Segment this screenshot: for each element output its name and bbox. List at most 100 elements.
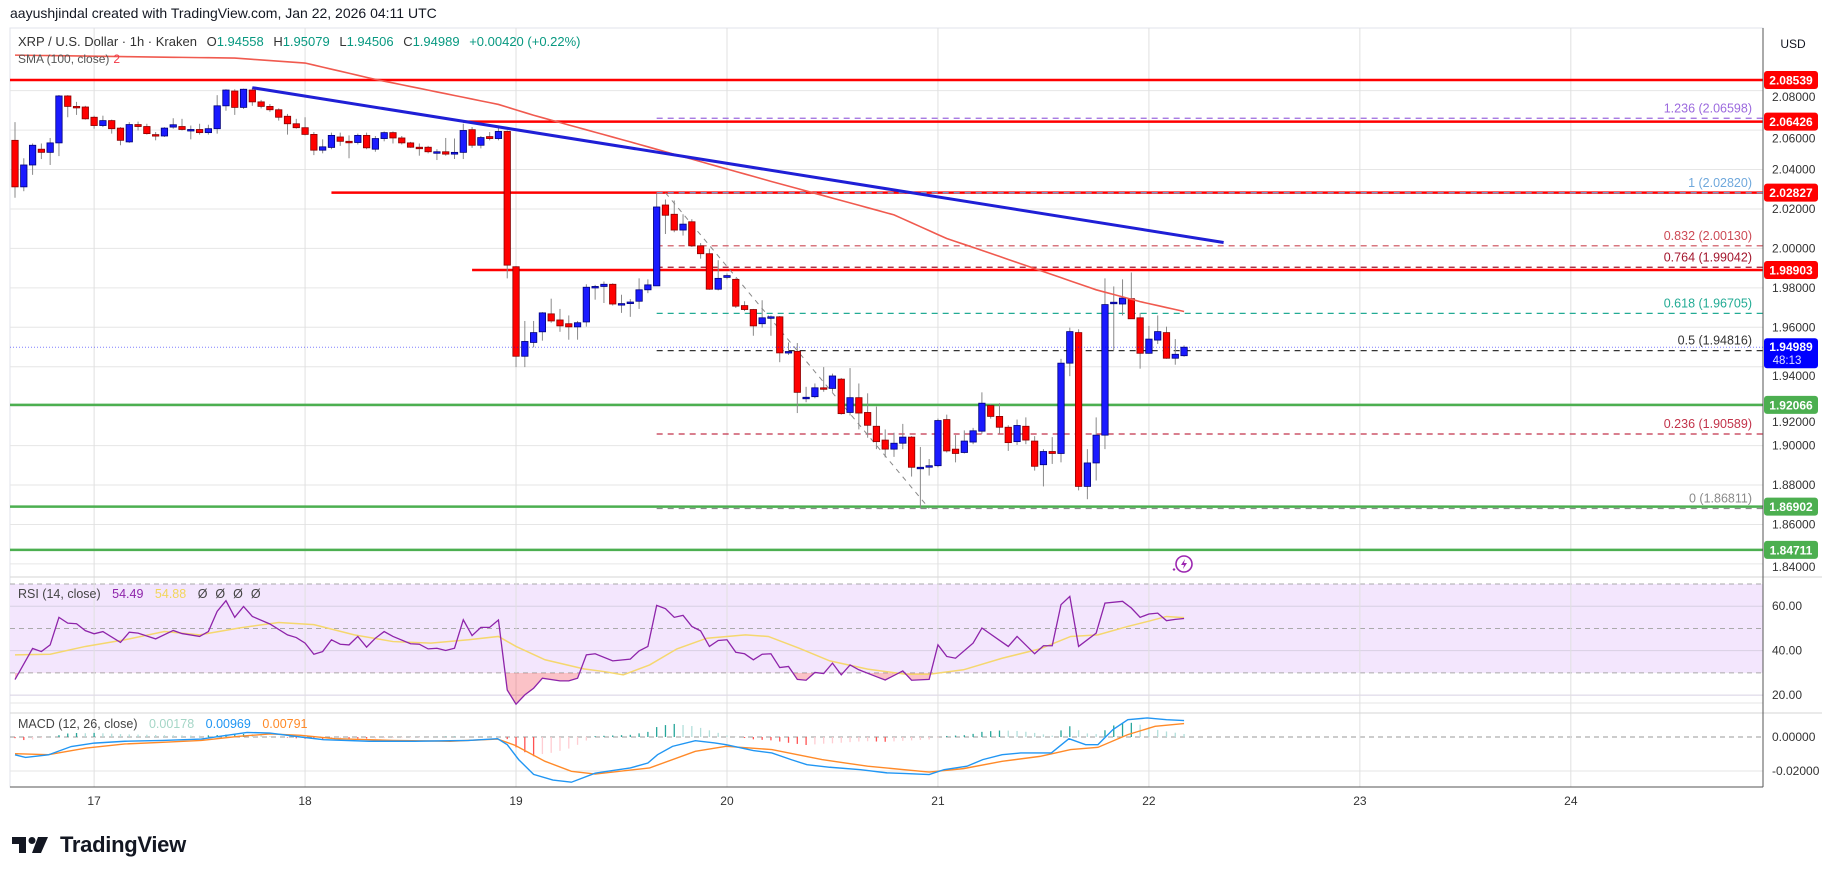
candle-body-down [468,129,476,146]
candle [362,132,371,150]
tradingview-logo[interactable]: TradingView [12,832,186,858]
price-axis-label: 1.86000 [1772,517,1816,531]
rsi-line[interactable] [14,595,1185,706]
change-value: +0.00420 (+0.22%) [469,34,581,49]
price-axis-label: 2.00000 [1772,241,1816,255]
candle [600,281,608,304]
trend-line[interactable] [252,86,1224,244]
candle-body-down [248,89,256,103]
price-tags: 2.08539 2.06426 2.02827 1.98903 1.92066 1.869… [10,71,1818,559]
rsi-ma-line[interactable] [14,615,1185,676]
candle-body-down [512,266,520,357]
price-tag [1764,71,1818,89]
sma-100-line[interactable] [14,54,1185,313]
candle-body-down [406,142,415,148]
candle-body-up [187,129,195,132]
candle-body-up [767,316,775,319]
candle [371,135,379,152]
candle-body-down [178,126,186,130]
low-value: 1.94506 [346,34,394,49]
candle-body-down [37,148,45,153]
candle-body-up [653,206,661,287]
candle [55,94,63,157]
candle-body-up [679,223,687,231]
candle [1057,358,1065,463]
candle-body-up [899,436,907,444]
candle [292,118,300,129]
candle [1031,436,1039,471]
sma-legend[interactable]: SMA (100, close) 2 [18,52,121,66]
macd-signal-value: 0.00791 [262,717,308,731]
candle-body-down [1031,440,1039,467]
candle [1048,437,1056,464]
candle [846,368,854,416]
candle-body-up [28,144,37,166]
macd-line[interactable] [14,717,1185,783]
candle [160,127,169,137]
macd-signal-line[interactable] [14,722,1185,775]
currency-button[interactable]: USD [1768,32,1818,56]
rsi-pane [14,595,1185,706]
candle-body-down [486,136,494,139]
candle [855,383,863,430]
candle-body-down [11,139,19,188]
candle [231,89,239,115]
price-tag-label: 1.98903 [1769,264,1813,278]
ai-assistant-icon[interactable] [1172,555,1193,573]
candle [530,320,538,348]
macd-legend[interactable]: MACD (12, 26, close) 0.00178 0.00969 0.0… [18,717,308,731]
candle [99,115,107,128]
candle [380,131,388,142]
candle [521,320,529,368]
candle [1162,326,1171,359]
candle-body-down [556,319,564,327]
candle [802,386,810,403]
candle [1101,278,1109,450]
candle [864,393,872,438]
candle-body-up [433,151,441,154]
candle [319,139,327,154]
candle [64,95,72,118]
price-tag-label: 1.84711 [1770,543,1813,557]
fib-level-label: 0 (1.86811) [1689,491,1752,505]
time-axis-label: 18 [298,794,312,808]
candle [960,430,968,454]
candle-body-up [635,289,643,302]
candle-body-up [1101,304,1109,436]
price-tag-label: 1.86902 [1769,500,1813,514]
candle-body-up [494,131,503,139]
time-axis-label: 19 [509,794,523,808]
candle-body-up [222,89,230,107]
candle [828,373,837,392]
overlays [14,54,1224,313]
candle-body-up [758,317,766,325]
candle [275,108,283,121]
candle-body-down [1074,332,1083,487]
candle [776,316,784,363]
candle-body-up [1057,362,1065,454]
candle-body-up [934,420,942,467]
symbol-title[interactable]: XRP / U.S. Dollar · 1h · Kraken [18,34,197,49]
candle [20,158,28,192]
candle [187,125,195,140]
candle-body-up [644,284,652,291]
candle-body-down [1048,451,1056,454]
fib-level-label: 0.5 (1.94816) [1678,334,1752,348]
candle-body-up [1110,301,1118,305]
candle-body-down [108,120,116,130]
candle [125,122,133,143]
candle [239,88,248,109]
candle-body-up [459,130,467,153]
candle [661,199,670,234]
candle-body-up [239,88,248,108]
candle-body-down [72,106,81,109]
candle-body-down [1136,317,1144,354]
candle-body-down [565,323,573,328]
candle-body-up [600,283,608,287]
candle [327,132,336,150]
candle [1092,417,1100,481]
candle-body-up [723,275,731,278]
fib-retracement[interactable]: 1.236 (2.06598) 1 (2.02820) 0.832 (2.00130… [656,101,1763,510]
